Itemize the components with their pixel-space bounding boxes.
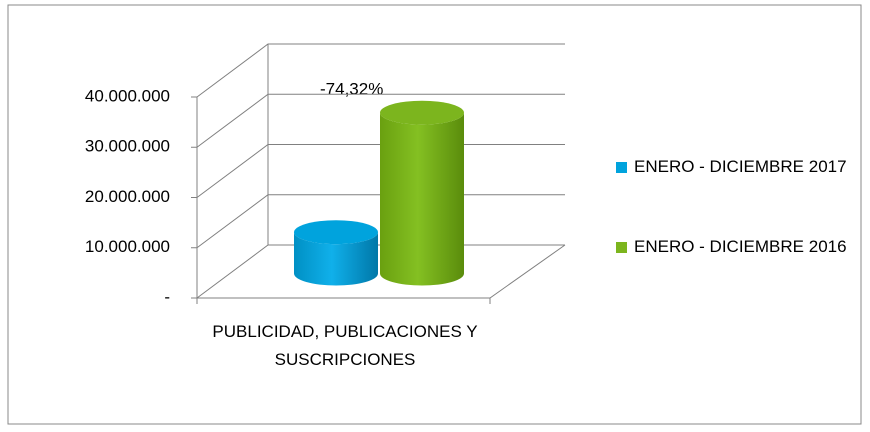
legend-swatch	[616, 242, 627, 253]
legend-item: ENERO - DICIEMBRE 2017	[616, 152, 870, 182]
bar-top	[294, 220, 378, 245]
legend-swatch	[616, 162, 627, 173]
y-tick-label: 30.000.000	[85, 137, 170, 156]
grid-line	[196, 144, 565, 198]
legend-item: ENERO - DICIEMBRE 2016	[616, 232, 870, 262]
y-tick-label: 10.000.000	[85, 237, 170, 256]
bar	[380, 112, 464, 286]
legend-label: ENERO - DICIEMBRE 2016	[634, 237, 847, 256]
y-tick-label: 20.000.000	[85, 187, 170, 206]
x-tick-label: PUBLICIDAD, PUBLICACIONES Y SUSCRIPCIONE…	[212, 322, 478, 369]
grid-line	[196, 194, 565, 249]
y-tick-label: 40.000.000	[85, 86, 170, 105]
y-tick-label: -	[164, 287, 170, 306]
bar-top	[380, 100, 464, 125]
grid-line	[196, 244, 565, 299]
grid-line	[196, 43, 565, 98]
legend-label: ENERO - DICIEMBRE 2017	[634, 157, 847, 176]
bar	[294, 232, 378, 286]
frame	[7, 4, 862, 425]
grid-line	[196, 93, 565, 148]
annotation: -74,32%	[320, 79, 383, 98]
